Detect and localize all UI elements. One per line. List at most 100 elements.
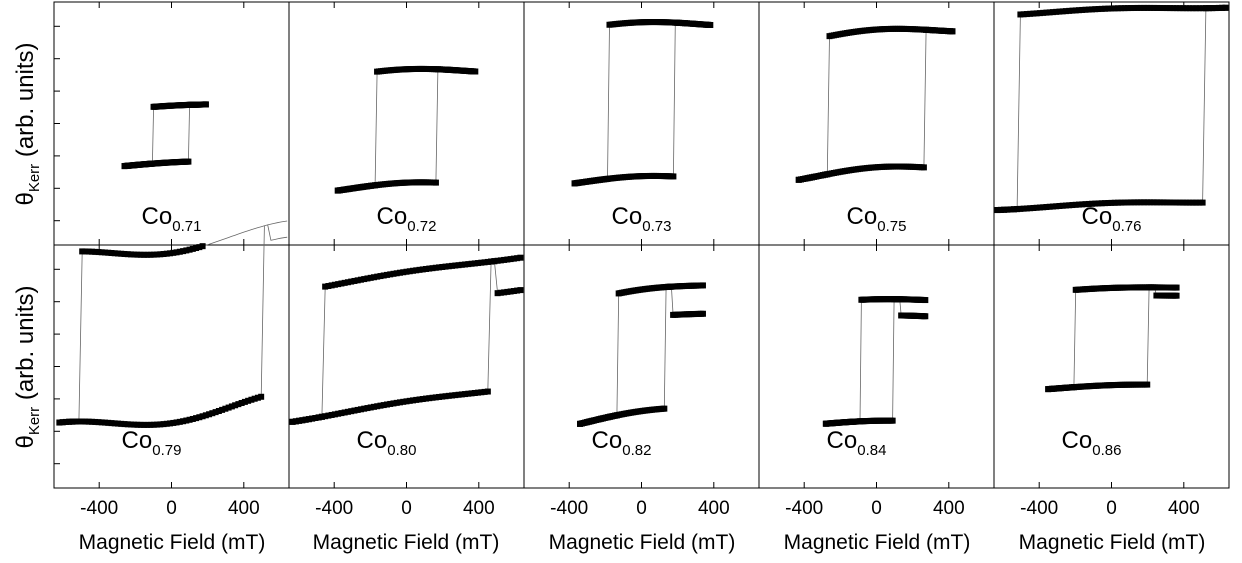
data-point <box>497 289 504 296</box>
data-point <box>225 404 232 411</box>
data-point <box>344 408 351 415</box>
data-point <box>1173 5 1180 12</box>
data-point <box>367 404 374 411</box>
data-point <box>354 406 361 413</box>
data-point <box>144 421 151 428</box>
data-point <box>183 247 190 254</box>
panel-0.75: Co0.75 <box>758 1 995 246</box>
data-point <box>56 419 63 426</box>
data-point <box>1160 199 1167 206</box>
data-point <box>494 257 501 264</box>
data-point <box>510 255 517 262</box>
data-point <box>1098 5 1105 12</box>
loop-line <box>798 28 953 181</box>
data-point <box>491 258 498 265</box>
data-point <box>1215 4 1222 11</box>
data-point <box>1121 5 1128 12</box>
data-point <box>374 273 381 280</box>
data-point <box>228 403 235 410</box>
data-point <box>507 288 514 295</box>
data-point <box>111 420 118 427</box>
data-point <box>393 270 400 277</box>
data-point <box>196 414 203 421</box>
data-point <box>1095 200 1102 207</box>
panels-layer: Co0.71 Co0.72 Co0.73 Co0.75 Co0.76 -400 0 400 Co… <box>53 1 1230 519</box>
data-point <box>510 288 517 295</box>
data-point <box>1072 201 1079 208</box>
data-point <box>1101 5 1108 12</box>
data-point <box>383 401 390 408</box>
data-point <box>95 249 102 256</box>
data-point <box>1014 206 1021 213</box>
data-point <box>1020 205 1027 212</box>
data-point <box>468 390 475 397</box>
data-point <box>1066 202 1073 209</box>
data-point <box>1118 5 1125 12</box>
data-point <box>432 264 439 271</box>
data-point <box>1098 200 1105 207</box>
data-point <box>1144 4 1151 11</box>
data-point <box>615 290 622 297</box>
data-point <box>517 254 524 261</box>
data-point <box>1196 199 1203 206</box>
data-point <box>1151 284 1158 291</box>
data-point <box>160 421 167 428</box>
panel-0.76: Co0.76 <box>993 1 1230 246</box>
data-point <box>1222 4 1229 11</box>
x-axis-title-5: Magnetic Field (mT) <box>1019 531 1206 554</box>
data-point <box>180 418 187 425</box>
data-point <box>668 283 675 290</box>
data-point <box>88 248 95 255</box>
data-point <box>118 420 125 427</box>
data-point <box>1027 205 1034 212</box>
data-point <box>1219 4 1226 11</box>
data-point <box>1007 206 1014 213</box>
data-point <box>387 400 394 407</box>
x-axis-title-1: Magnetic Field (mT) <box>79 531 266 554</box>
data-point <box>475 389 482 396</box>
data-point <box>1193 5 1200 12</box>
loop-line <box>574 21 711 184</box>
data-point <box>497 257 504 264</box>
data-point <box>413 267 420 274</box>
data-point <box>82 418 89 425</box>
data-point <box>1199 199 1206 206</box>
data-point <box>196 244 203 251</box>
data-point <box>374 403 381 410</box>
data-point <box>144 251 151 258</box>
data-point <box>1062 8 1069 15</box>
data-point <box>416 396 423 403</box>
data-point <box>325 282 332 289</box>
data-point <box>69 418 76 425</box>
data-point <box>390 400 397 407</box>
data-point <box>410 397 417 404</box>
data-point <box>137 251 144 258</box>
data-point <box>1186 5 1193 12</box>
data-point <box>484 258 491 265</box>
data-point <box>1033 10 1040 17</box>
data-point <box>419 266 426 273</box>
data-point <box>1124 199 1131 206</box>
data-point <box>1147 4 1154 11</box>
data-point <box>357 406 364 413</box>
x-axis-title-3: Magnetic Field (mT) <box>549 531 736 554</box>
data-point <box>186 416 193 423</box>
data-point <box>432 394 439 401</box>
data-point <box>79 418 86 425</box>
data-point <box>1124 5 1131 12</box>
data-point <box>154 251 161 258</box>
x-tick-label: -400 <box>315 498 353 519</box>
data-point <box>1163 199 1170 206</box>
data-point <box>1157 4 1164 11</box>
data-point <box>147 251 154 258</box>
data-point <box>1105 5 1112 12</box>
data-point <box>1131 199 1138 206</box>
data-point <box>439 393 446 400</box>
data-point <box>481 259 488 266</box>
data-point <box>1082 6 1089 13</box>
data-point <box>202 101 209 108</box>
data-point <box>173 419 180 426</box>
data-point <box>1040 9 1047 16</box>
data-point <box>364 405 371 412</box>
